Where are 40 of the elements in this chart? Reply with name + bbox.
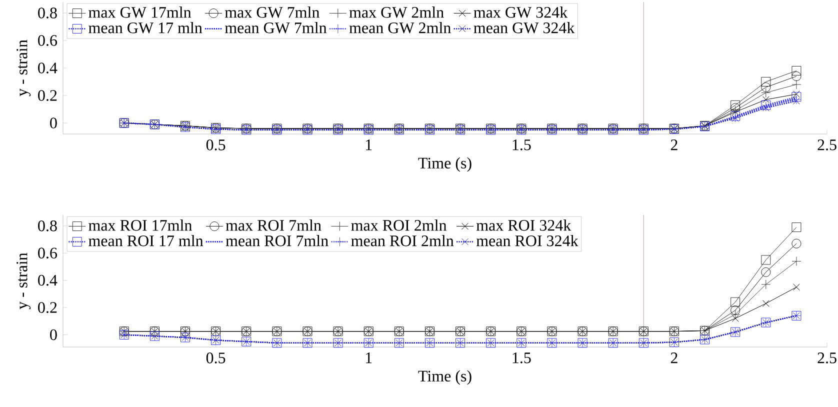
x-tick-label: 1 bbox=[366, 352, 372, 364]
y-axis-title: y - strain bbox=[16, 252, 31, 310]
legend-label: max GW 7mln bbox=[224, 6, 320, 18]
x-tick-label: 2.5 bbox=[818, 352, 836, 364]
y-tick-label: 0 bbox=[50, 118, 57, 128]
legend-label: max GW 2mln bbox=[349, 6, 444, 18]
legend-label: max ROI 324k bbox=[476, 220, 572, 231]
x-tick-label: 1.5 bbox=[512, 140, 531, 150]
x-tick-label: 1.5 bbox=[512, 352, 531, 364]
y-tick-label: 0.8 bbox=[38, 8, 57, 18]
legend-label: mean GW 7mln bbox=[224, 22, 327, 34]
y-tick-label: 0.2 bbox=[38, 90, 57, 101]
legend-label: mean ROI 2mln bbox=[351, 235, 454, 246]
legend-label: max GW 17mln bbox=[88, 6, 192, 18]
y-tick-label: 0.4 bbox=[38, 62, 58, 74]
x-tick-label: 2.5 bbox=[818, 140, 836, 150]
y-tick-label: 0.8 bbox=[38, 220, 57, 232]
legend-label: max ROI 7mln bbox=[226, 220, 322, 231]
y-axis-title: y - strain bbox=[16, 40, 31, 96]
legend-label: mean ROI 7mln bbox=[226, 235, 328, 246]
legend-label: mean GW 17 mln bbox=[88, 22, 202, 34]
legend-label: mean ROI 324k bbox=[476, 235, 578, 246]
legend-label: mean ROI 17 mln bbox=[88, 235, 204, 246]
y-tick-label: 0.4 bbox=[38, 274, 58, 286]
x-axis-title: Time (s) bbox=[418, 370, 472, 385]
y-tick-label: 0.6 bbox=[38, 35, 58, 46]
legend-label: max ROI 17mln bbox=[88, 220, 192, 231]
y-tick-label: 0 bbox=[50, 329, 57, 340]
x-tick-label: 0.5 bbox=[206, 352, 226, 364]
y-tick-label: 0.6 bbox=[38, 248, 58, 259]
y-tick-label: 0.2 bbox=[38, 302, 57, 313]
x-axis-title: Time (s) bbox=[418, 157, 472, 172]
legend-label: mean GW 2mln bbox=[349, 22, 451, 34]
legend-label: max ROI 2mln bbox=[351, 220, 447, 231]
x-tick-label: 0.5 bbox=[206, 140, 226, 150]
x-tick-label: 2 bbox=[670, 352, 678, 364]
x-tick-label: 1 bbox=[366, 140, 372, 150]
legend-label: max GW 324k bbox=[474, 6, 568, 18]
x-tick-label: 2 bbox=[670, 140, 678, 150]
legend-label: mean GW 324k bbox=[474, 22, 575, 34]
